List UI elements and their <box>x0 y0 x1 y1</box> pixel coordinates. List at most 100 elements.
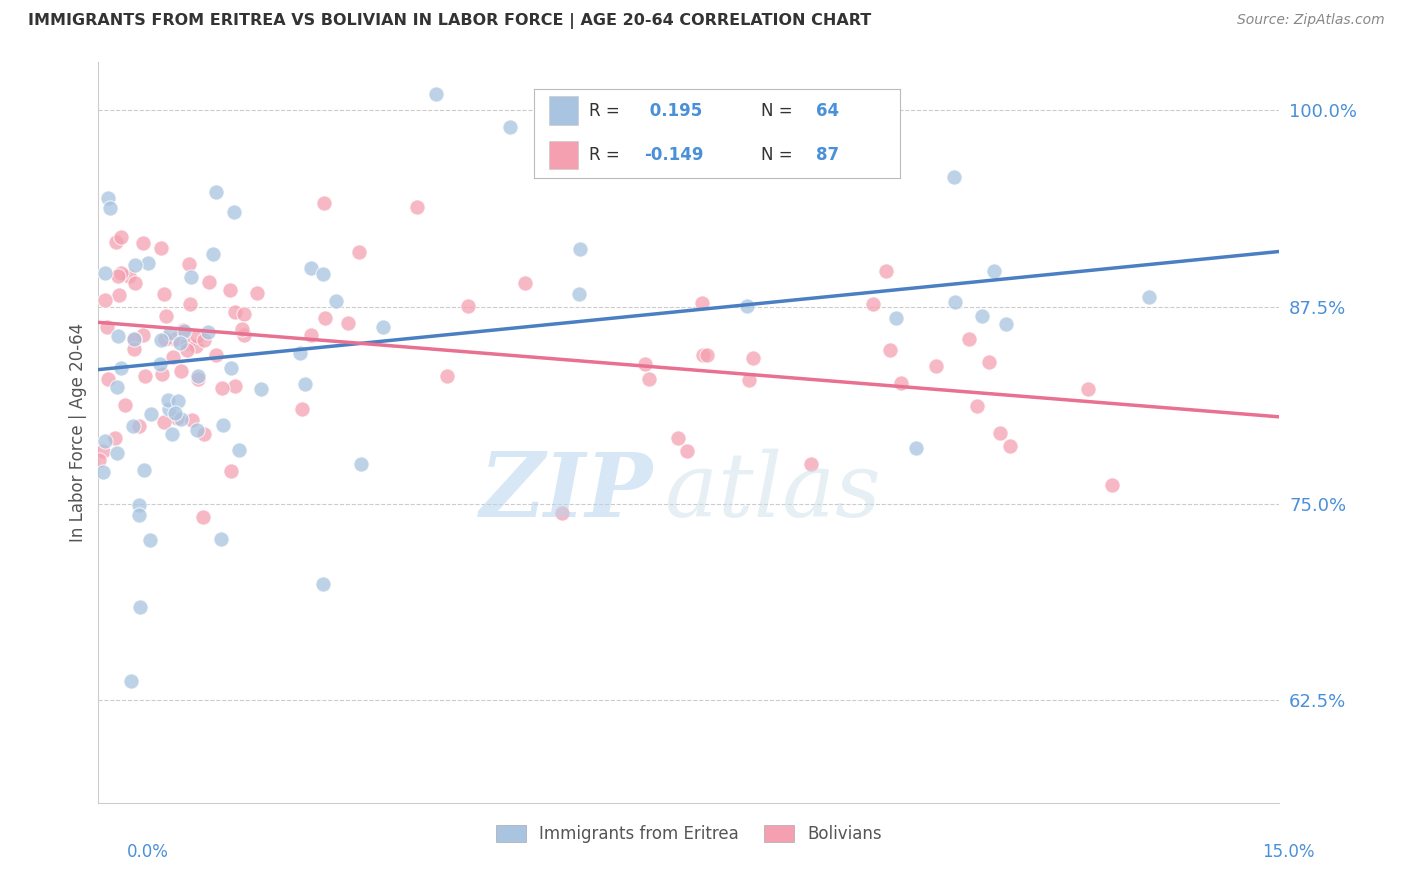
Point <box>741 351 763 365</box>
Point <box>93 266 115 280</box>
Point <box>314 196 336 211</box>
Point <box>105 235 128 249</box>
Point <box>139 533 162 547</box>
Point <box>104 431 127 445</box>
Point <box>107 268 129 283</box>
Point <box>666 431 689 445</box>
Point <box>165 333 187 347</box>
Point <box>155 309 177 323</box>
Point <box>1139 289 1161 303</box>
Point <box>943 295 966 310</box>
Point <box>692 348 714 362</box>
Point <box>186 423 208 437</box>
Point <box>110 230 132 244</box>
Point <box>124 277 146 291</box>
Point <box>169 335 191 350</box>
Text: 0.195: 0.195 <box>644 102 702 120</box>
Text: 0.0%: 0.0% <box>127 843 169 861</box>
Text: Source: ZipAtlas.com: Source: ZipAtlas.com <box>1237 13 1385 28</box>
Text: 87: 87 <box>815 146 839 164</box>
Point <box>1000 439 1022 453</box>
Point <box>406 200 429 214</box>
Point <box>513 276 536 290</box>
Point <box>110 266 132 280</box>
Point <box>350 457 373 471</box>
Point <box>166 410 188 425</box>
Point <box>925 359 948 374</box>
Point <box>124 343 146 357</box>
Point <box>128 508 150 522</box>
Point <box>205 185 228 199</box>
Point <box>349 245 371 260</box>
Text: 64: 64 <box>815 102 839 120</box>
Point <box>250 382 273 396</box>
Point <box>301 328 323 343</box>
Point <box>232 327 254 342</box>
Point <box>602 101 624 115</box>
Point <box>118 268 141 283</box>
Point <box>193 333 215 347</box>
Point <box>972 309 994 323</box>
Point <box>184 338 207 352</box>
Point <box>87 452 110 467</box>
Point <box>159 326 181 340</box>
Point <box>634 357 657 371</box>
Point <box>114 398 136 412</box>
Point <box>94 293 117 308</box>
Point <box>735 299 758 313</box>
Point <box>96 320 118 334</box>
Point <box>966 400 988 414</box>
Point <box>312 576 335 591</box>
Point <box>696 348 718 362</box>
Point <box>131 235 153 250</box>
Point <box>875 264 897 278</box>
Point <box>211 418 233 433</box>
Point <box>160 426 183 441</box>
Point <box>800 457 823 471</box>
Point <box>569 242 592 256</box>
Point <box>231 322 253 336</box>
Point <box>499 120 522 135</box>
Point <box>228 442 250 457</box>
Point <box>191 510 214 524</box>
Point <box>97 191 120 205</box>
Point <box>246 286 269 301</box>
Point <box>884 311 907 326</box>
Text: ZIP: ZIP <box>479 449 654 535</box>
Point <box>186 329 208 343</box>
Point <box>120 673 142 688</box>
Point <box>170 411 193 425</box>
Point <box>187 372 209 386</box>
Point <box>108 288 131 302</box>
Point <box>150 368 173 382</box>
Point <box>291 402 314 417</box>
Point <box>957 332 980 346</box>
Point <box>122 418 145 433</box>
Point <box>97 371 120 385</box>
Point <box>233 307 256 321</box>
Bar <box>548 141 578 169</box>
Legend: Immigrants from Eritrea, Bolivians: Immigrants from Eritrea, Bolivians <box>489 819 889 850</box>
Point <box>995 317 1018 331</box>
Point <box>943 170 966 185</box>
Text: R =: R = <box>589 146 620 164</box>
Point <box>219 464 242 478</box>
Point <box>890 376 912 391</box>
Point <box>91 444 114 458</box>
Point <box>977 355 1000 369</box>
Point <box>173 324 195 338</box>
Point <box>128 419 150 434</box>
Point <box>218 284 240 298</box>
Point <box>105 380 128 394</box>
Point <box>336 316 359 330</box>
Point <box>312 268 335 282</box>
Point <box>93 466 115 480</box>
Point <box>638 371 661 385</box>
Point <box>134 368 156 383</box>
Point <box>325 293 347 308</box>
Text: atlas: atlas <box>665 449 882 535</box>
Point <box>862 296 884 310</box>
Point <box>172 323 194 337</box>
Text: N =: N = <box>761 102 793 120</box>
Point <box>179 296 201 310</box>
